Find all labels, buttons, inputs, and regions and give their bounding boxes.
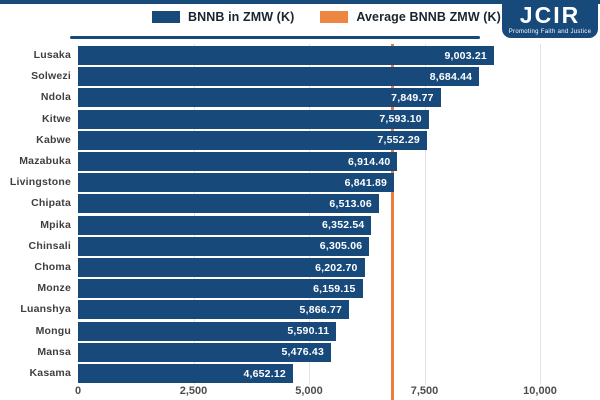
bar: 6,159.15: [78, 279, 363, 299]
bar: 6,914.40: [78, 152, 398, 171]
bar-row: Chipata 6,513.06: [0, 194, 600, 214]
value-label: 6,513.06: [329, 197, 372, 210]
bar: 7,593.10: [78, 109, 429, 129]
jcir-logo: JCIR Promoting Faith and Justice: [502, 0, 598, 38]
gridline: [193, 44, 195, 385]
header-divider: [70, 36, 480, 39]
bar-row: Mongu 5,590.11: [0, 321, 600, 341]
value-label: 9,003.21: [444, 49, 487, 62]
legend-item-bnnb: BNNB in ZMW (K): [152, 10, 294, 24]
value-label: 6,159.15: [313, 282, 356, 295]
x-tick-label: 10,000: [523, 385, 557, 397]
legend-label-bnnb: BNNB in ZMW (K): [188, 10, 295, 24]
value-label: 5,590.11: [287, 325, 330, 338]
category-label: Choma: [34, 261, 71, 273]
category-label: Mazabuka: [19, 155, 71, 167]
bar: 4,652.12: [78, 364, 293, 383]
bar: 5,476.43: [78, 342, 331, 362]
x-tick-label: 7,500: [410, 385, 439, 397]
value-label: 7,849.77: [391, 91, 434, 104]
legend: BNNB in ZMW (K) Average BNNB ZMW (K): [152, 10, 501, 24]
gridline: [540, 44, 541, 385]
bar: 5,866.77: [78, 300, 350, 320]
bar: 7,552.29: [78, 130, 427, 150]
category-label: Kabwe: [36, 133, 71, 146]
bar-row: Kitwe 7,593.10: [0, 109, 600, 129]
bar: 6,202.70: [78, 258, 365, 277]
value-label: 6,914.40: [347, 155, 391, 168]
bar-row: Mpika 6,352.54: [0, 215, 600, 235]
value-label: 6,305.06: [319, 240, 363, 253]
gridline: [309, 44, 310, 385]
value-label: 7,552.29: [377, 134, 420, 147]
bar-row: Kabwe 7,552.29: [0, 130, 600, 150]
bar: 6,305.06: [78, 236, 370, 256]
bar-row: Luanshya 5,866.77: [0, 300, 600, 320]
category-label: Ndola: [40, 91, 71, 104]
bar-row: Solwezi 8,684.44: [0, 67, 600, 87]
x-tick-label: 5,000: [295, 385, 323, 397]
logo-tagline: Promoting Faith and Justice: [508, 29, 592, 35]
bar-row: Ndola 7,849.77: [0, 88, 600, 108]
bar-row: Monze 6,159.15: [0, 279, 600, 299]
category-label: Lusaka: [33, 49, 71, 61]
bar-row: Livingstone 6,841.89: [0, 173, 600, 193]
bar-row: Mansa 5,476.43: [0, 342, 600, 362]
bar: 6,513.06: [78, 194, 379, 214]
gridline: [424, 44, 426, 385]
average-line: [391, 44, 395, 400]
bar: 6,841.89: [78, 173, 395, 193]
category-label: Mpika: [40, 218, 71, 231]
category-label: Monze: [37, 282, 71, 295]
category-label: Solwezi: [31, 70, 71, 83]
bar-row: Choma 6,202.70: [0, 258, 600, 277]
top-border-strip: [0, 0, 600, 4]
value-label: 7,593.10: [379, 113, 422, 126]
value-label: 6,352.54: [322, 219, 365, 232]
x-tick-label: 2,500: [179, 385, 208, 397]
value-label: 6,202.70: [315, 261, 358, 274]
legend-item-average: Average BNNB ZMW (K): [320, 10, 501, 24]
x-axis: 0 2,500 5,000 7,500 10,000: [0, 385, 600, 400]
bar: 5,590.11: [78, 321, 337, 341]
category-label: Mansa: [37, 345, 71, 358]
category-label: Kitwe: [41, 112, 71, 125]
bar-row: Chinsali 6,305.06: [0, 236, 600, 256]
logo-name: JCIR: [519, 2, 581, 28]
bar: 9,003.21: [78, 46, 494, 65]
category-label: Livingstone: [9, 176, 71, 189]
value-label: 5,476.43: [281, 346, 324, 359]
legend-label-average: Average BNNB ZMW (K): [356, 10, 501, 24]
bar-row: Mazabuka 6,914.40: [0, 152, 600, 171]
value-label: 6,841.89: [344, 176, 388, 189]
x-tick-label: 0: [74, 385, 82, 397]
bar-series-swatch-icon: [152, 11, 180, 23]
plot-area: Lusaka 9,003.21 Solwezi 8,684.44 Ndola 7,849.…: [0, 42, 600, 400]
category-label: Chipata: [31, 197, 71, 210]
category-label: Mongu: [35, 324, 71, 337]
bar-row: Lusaka 9,003.21: [0, 46, 600, 65]
bar: 7,849.77: [78, 88, 441, 108]
average-series-swatch-icon: [320, 11, 349, 23]
category-label: Chinsali: [28, 239, 71, 252]
category-label: Luanshya: [20, 303, 71, 316]
value-label: 4,652.12: [243, 367, 286, 380]
value-label: 5,866.77: [299, 303, 343, 316]
bar-row: Kasama 4,652.12: [0, 364, 600, 383]
bar: 8,684.44: [78, 67, 480, 87]
bar: 6,352.54: [78, 215, 372, 235]
category-label: Kasama: [29, 367, 71, 379]
value-label: 8,684.44: [429, 70, 473, 83]
